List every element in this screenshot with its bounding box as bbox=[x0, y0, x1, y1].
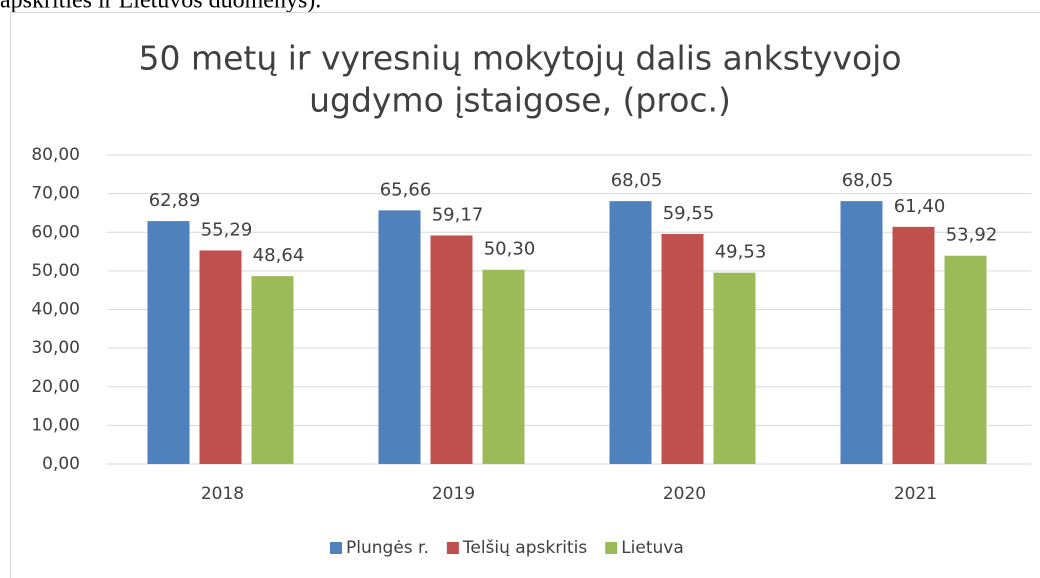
bar bbox=[147, 221, 190, 464]
legend-label: Plungės r. bbox=[346, 538, 429, 558]
value-label: 55,29 bbox=[201, 219, 253, 240]
bar bbox=[840, 201, 883, 465]
value-label: 65,66 bbox=[380, 179, 432, 200]
bar bbox=[892, 226, 935, 464]
bar bbox=[713, 272, 756, 464]
x-tick-label: 2021 bbox=[894, 484, 937, 504]
bar bbox=[251, 276, 294, 464]
document-text: apskrities ir Lietuvos duomenys). bbox=[0, 0, 321, 14]
y-tick-label: 30,00 bbox=[31, 338, 80, 358]
x-tick-label: 2020 bbox=[663, 484, 706, 504]
value-label: 59,17 bbox=[432, 204, 484, 225]
bar bbox=[609, 201, 652, 465]
value-label: 50,30 bbox=[484, 239, 536, 260]
chart-title: ugdymo įstaigose, (proc.) bbox=[309, 81, 731, 120]
y-tick-label: 20,00 bbox=[31, 377, 80, 397]
y-tick-label: 80,00 bbox=[31, 145, 80, 165]
bar bbox=[199, 250, 242, 464]
legend-label: Telšių apskritis bbox=[462, 538, 587, 558]
chart-title: 50 metų ir vyresnių mokytojų dalis ankst… bbox=[138, 39, 901, 78]
value-label: 49,53 bbox=[715, 242, 767, 263]
legend-swatch bbox=[446, 542, 459, 554]
bar bbox=[430, 235, 473, 464]
legend-swatch bbox=[605, 542, 618, 554]
bar bbox=[944, 255, 987, 464]
legend-label: Lietuva bbox=[621, 538, 684, 558]
legend-swatch bbox=[330, 542, 342, 554]
y-tick-label: 60,00 bbox=[31, 222, 80, 242]
x-tick-label: 2018 bbox=[201, 484, 244, 504]
value-label: 68,05 bbox=[611, 170, 663, 191]
y-tick-label: 40,00 bbox=[31, 300, 80, 320]
bar bbox=[661, 233, 704, 464]
value-label: 53,92 bbox=[946, 225, 998, 246]
y-tick-label: 70,00 bbox=[31, 184, 80, 204]
value-label: 48,64 bbox=[253, 245, 305, 266]
y-tick-label: 50,00 bbox=[31, 261, 80, 281]
bar bbox=[378, 210, 421, 464]
bar bbox=[482, 269, 525, 464]
value-label: 59,55 bbox=[663, 203, 715, 224]
x-tick-label: 2019 bbox=[432, 484, 475, 504]
value-label: 61,40 bbox=[894, 196, 946, 217]
value-label: 68,05 bbox=[842, 170, 894, 191]
y-tick-label: 10,00 bbox=[31, 415, 80, 435]
value-label: 62,89 bbox=[149, 190, 201, 211]
y-tick-label: 0,00 bbox=[42, 454, 80, 474]
